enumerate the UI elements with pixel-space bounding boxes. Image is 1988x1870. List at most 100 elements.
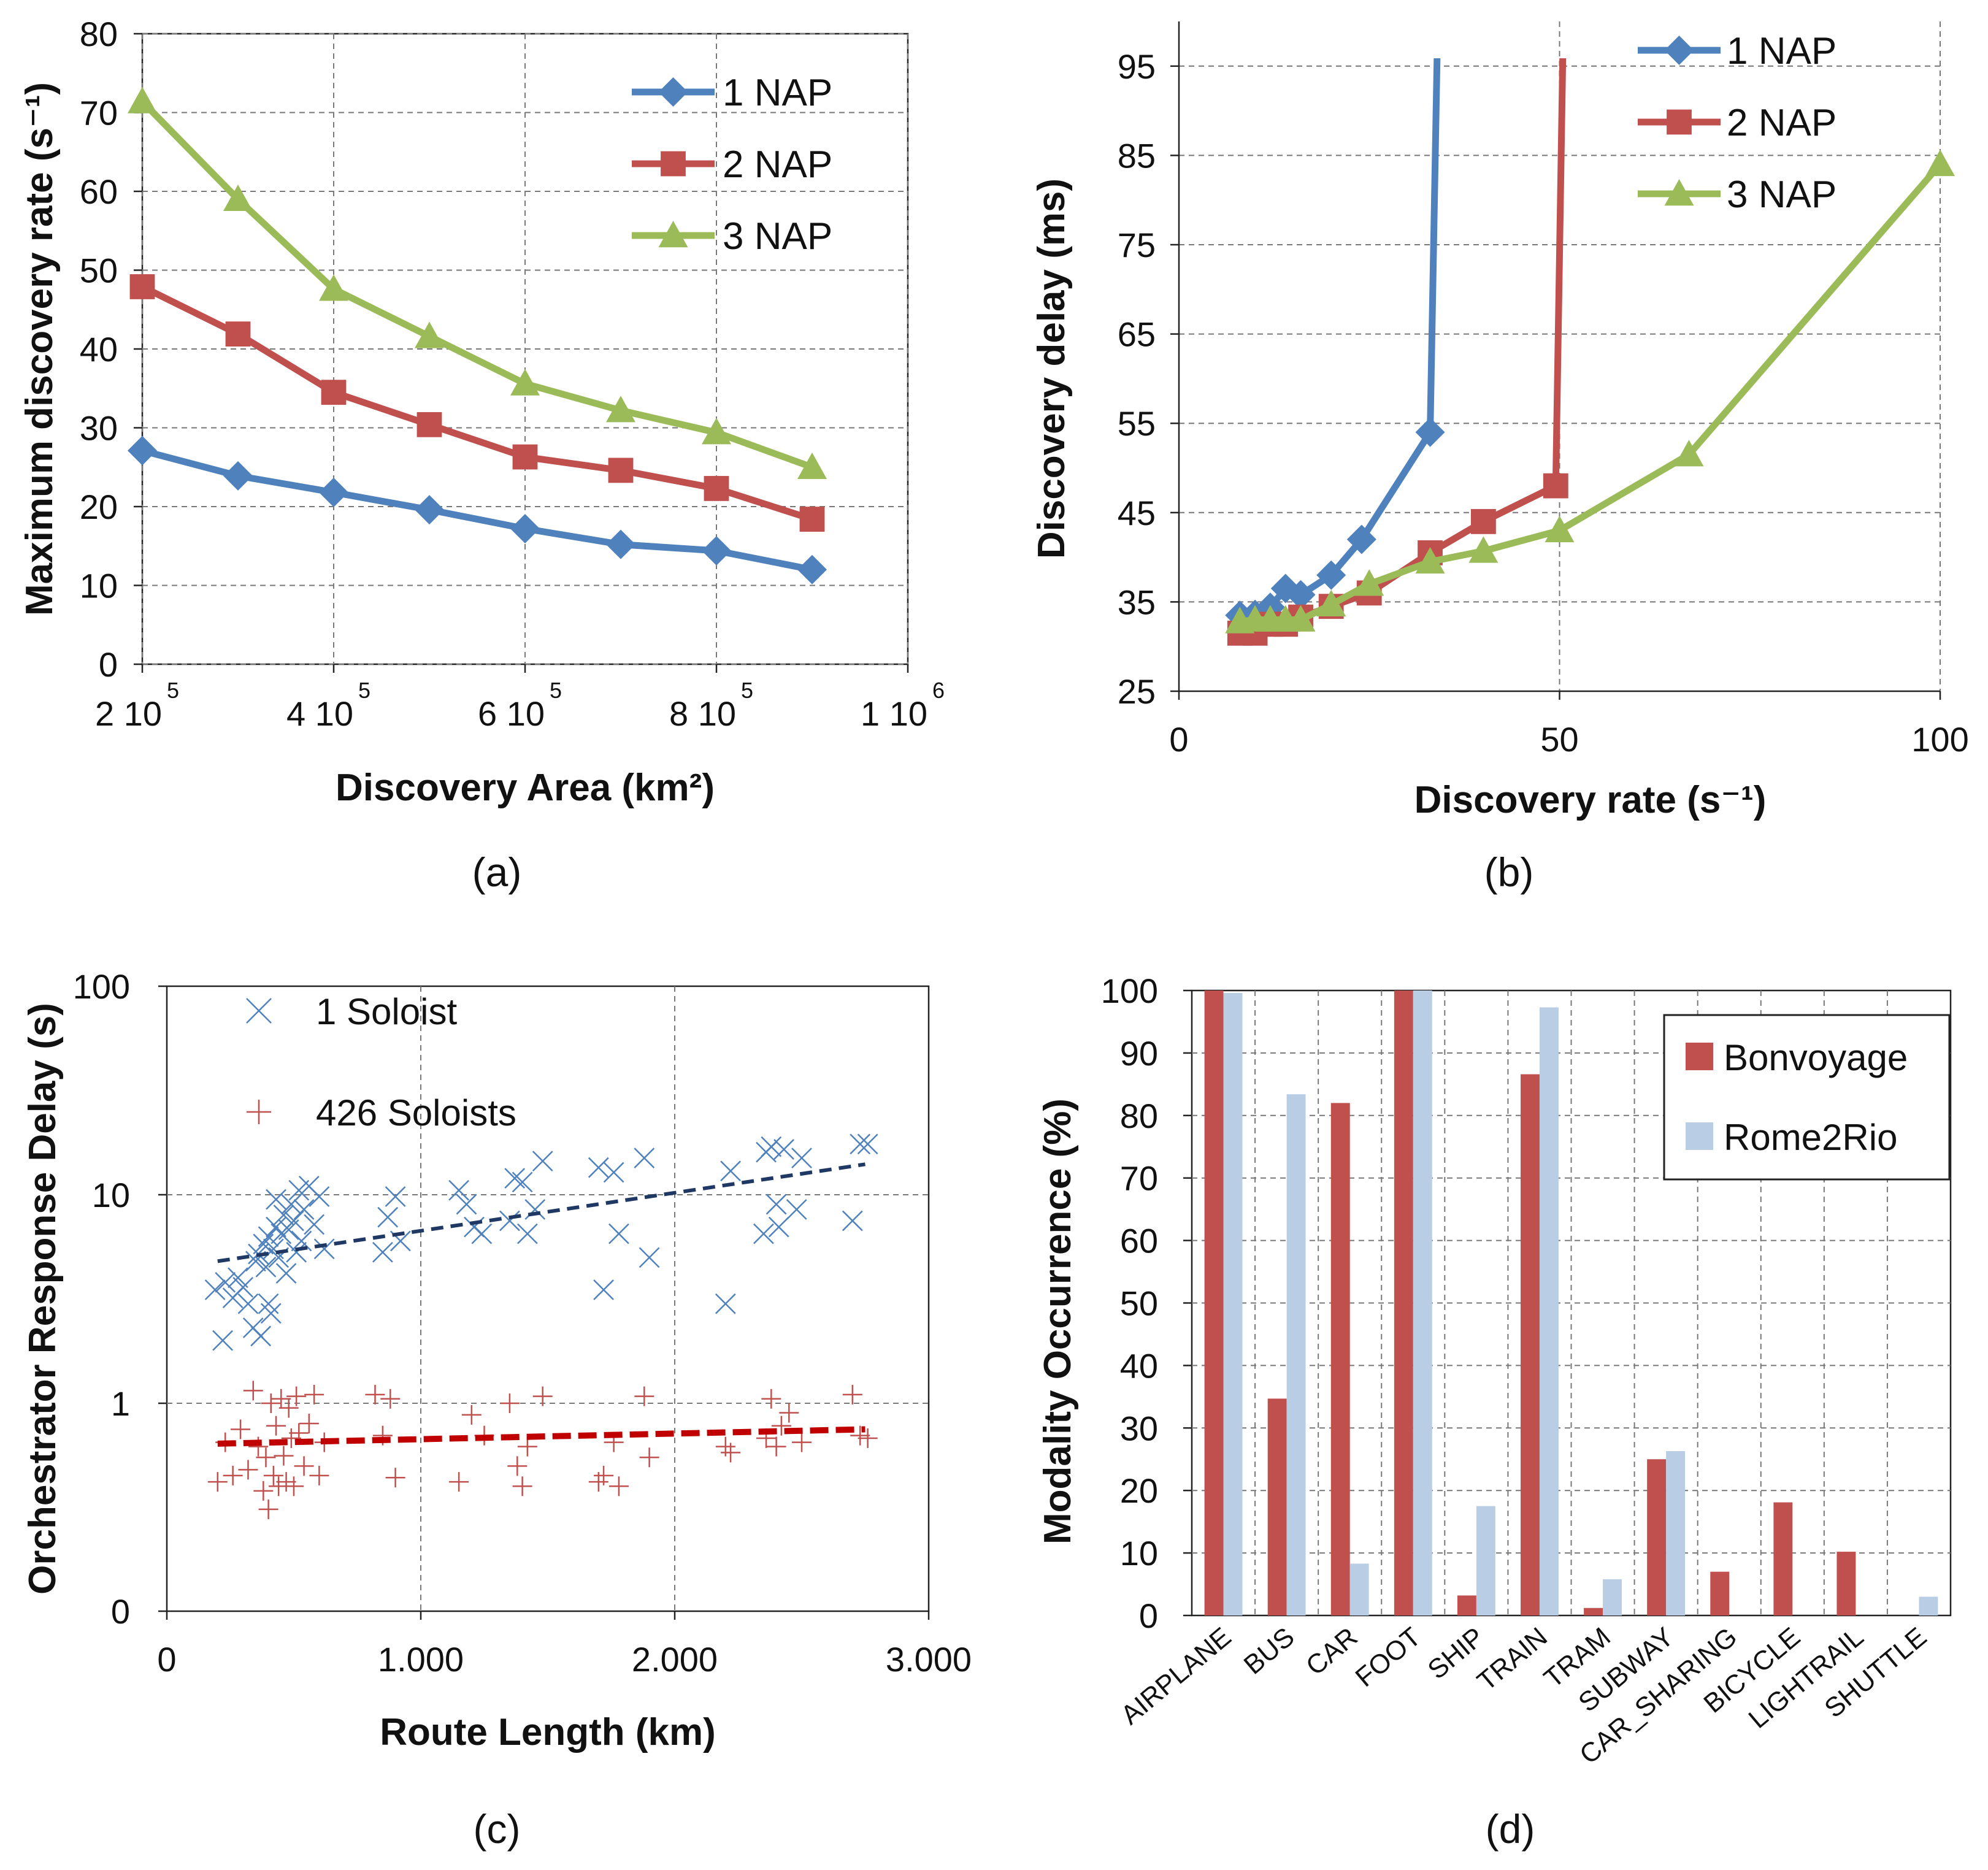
data-point [415, 321, 444, 348]
panel-label: (b) [1484, 849, 1534, 895]
data-point [1286, 580, 1316, 610]
x-stroke [512, 1171, 533, 1193]
y-tick-label: 85 [1118, 136, 1156, 175]
x-tick-label: 2 10 [95, 694, 162, 733]
x-stroke [471, 1223, 493, 1244]
trendline [217, 1426, 865, 1447]
data-point [720, 1160, 741, 1182]
x-stroke [504, 1168, 526, 1189]
data-point [253, 1481, 274, 1501]
bar [1204, 991, 1224, 1615]
legend-marker [1667, 109, 1692, 135]
legend-label: 1 Soloist [316, 991, 457, 1032]
legend-label: 2 NAP [723, 144, 832, 186]
data-point [260, 1303, 282, 1324]
bar [1836, 1552, 1856, 1615]
data-point [1286, 605, 1316, 632]
y-tick-label: 40 [1120, 1346, 1158, 1385]
bar [1521, 1074, 1540, 1615]
data-point [212, 1330, 233, 1351]
data-point [603, 1162, 624, 1183]
data-point [380, 1389, 401, 1409]
x-stroke [266, 1216, 286, 1238]
x-stroke [786, 1199, 807, 1220]
data-point [274, 1446, 294, 1466]
data-point [858, 1428, 878, 1448]
data-point [608, 458, 634, 483]
data-point [842, 1384, 862, 1404]
data-point [1316, 560, 1346, 590]
x-stroke [258, 1293, 279, 1314]
data-point [215, 1271, 236, 1293]
x-stroke [266, 1189, 286, 1210]
data-point [532, 1151, 553, 1172]
data-point [266, 1216, 286, 1238]
data-point [510, 513, 540, 543]
x-stroke [288, 1179, 310, 1201]
y-tick-label: 30 [80, 409, 118, 448]
data-point [702, 418, 731, 445]
x-stroke [283, 1210, 304, 1232]
data-point [639, 1447, 659, 1468]
y-tick-label: 20 [80, 488, 118, 526]
x-stroke [286, 1241, 307, 1263]
x-stroke [291, 1230, 312, 1252]
x-tick-exponent: 5 [358, 678, 370, 703]
x-stroke [246, 998, 272, 1024]
x-tick-label: 8 10 [669, 694, 736, 733]
data-point [275, 1263, 297, 1284]
y-tick-label: 95 [1118, 47, 1156, 86]
data-point [588, 1157, 609, 1178]
data-point [291, 1230, 312, 1252]
data-point [255, 1257, 277, 1278]
x-stroke [608, 1223, 629, 1244]
data-point [385, 1468, 405, 1488]
x-stroke [603, 1162, 624, 1183]
data-point [231, 1419, 251, 1439]
data-point [786, 1199, 807, 1220]
series-line [141, 447, 813, 573]
data-point [516, 1223, 538, 1244]
y-tick-label: 40 [80, 330, 118, 369]
data-point [225, 321, 251, 347]
data-point [128, 86, 157, 113]
y-tick-label: 25 [1118, 672, 1156, 711]
bar [1666, 1451, 1686, 1615]
data-point [797, 452, 827, 479]
data-point [594, 1465, 614, 1485]
data-point [207, 1472, 228, 1492]
y-tick-label: 50 [80, 251, 118, 290]
data-point [313, 1238, 335, 1260]
data-point [850, 1133, 871, 1155]
y-axis-title: Orchestrator Response Delay (s) [21, 1003, 64, 1595]
data-point [448, 1179, 469, 1201]
data-point [128, 435, 157, 466]
x-axis-title: Discovery Area (km²) [336, 767, 715, 809]
data-point [507, 1456, 528, 1476]
x-stroke [232, 1276, 254, 1298]
data-point [377, 1206, 399, 1228]
data-point [639, 1247, 660, 1268]
x-stroke [275, 1263, 297, 1284]
x-stroke [260, 1303, 282, 1324]
y-tick-label: 70 [1120, 1159, 1158, 1198]
data-point [715, 1436, 735, 1457]
data-point [276, 1472, 296, 1492]
x-tick-label: 0 [1169, 720, 1188, 759]
legend-marker [661, 151, 686, 177]
y-tick-label: 80 [1120, 1097, 1158, 1135]
data-point [799, 507, 825, 532]
data-point [761, 1136, 782, 1157]
data-point [261, 1393, 281, 1413]
y-tick-label: 100 [73, 967, 130, 1006]
data-point [461, 1404, 482, 1425]
data-point [449, 1472, 469, 1492]
data-point [250, 1325, 272, 1347]
data-point [385, 1186, 406, 1207]
x-stroke [237, 1293, 259, 1314]
x-tick-exponent: 5 [741, 678, 753, 703]
x-stroke [857, 1133, 878, 1155]
series-line [140, 283, 813, 523]
data-point [293, 1199, 315, 1220]
data-point [510, 369, 540, 396]
